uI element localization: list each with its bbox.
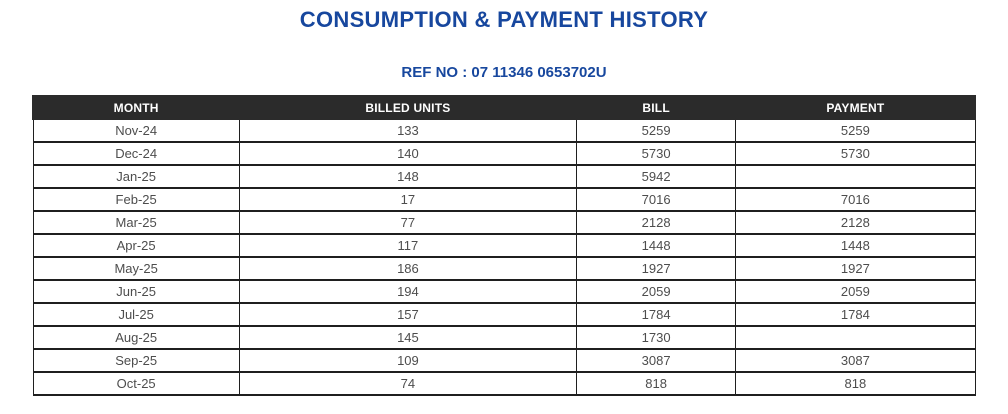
cell-payment: 2059	[735, 279, 976, 304]
cell-billed-units: 186	[238, 256, 578, 281]
cell-billed-units: 77	[238, 210, 578, 235]
table-row: Nov-24 133 5259 5259	[32, 118, 976, 143]
cell-billed-units: 148	[238, 164, 578, 189]
consumption-payment-table: MONTH BILLED UNITS BILL PAYMENT Nov-24 13…	[31, 95, 977, 396]
cell-payment	[735, 164, 976, 189]
cell-payment	[735, 325, 976, 350]
cell-bill: 1784	[576, 302, 737, 327]
cell-billed-units: 140	[238, 141, 578, 166]
cell-bill: 3087	[576, 348, 737, 373]
table-body: Nov-24 133 5259 5259 Dec-24 140 5730 5730 Jan-25…	[32, 118, 976, 396]
cell-billed-units: 157	[238, 302, 578, 327]
table-row: Jul-25 157 1784 1784	[32, 302, 976, 327]
cell-payment: 2128	[735, 210, 976, 235]
table-row: Jun-25 194 2059 2059	[32, 279, 976, 304]
cell-billed-units: 194	[238, 279, 578, 304]
cell-billed-units: 17	[238, 187, 578, 212]
cell-billed-units: 145	[238, 325, 578, 350]
table-row: Sep-25 109 3087 3087	[32, 348, 976, 373]
cell-month: Apr-25	[32, 233, 240, 258]
cell-billed-units: 109	[238, 348, 578, 373]
column-header-bill: BILL	[575, 95, 737, 120]
table-row: Oct-25 74 818 818	[32, 371, 976, 396]
table-row: Feb-25 17 7016 7016	[32, 187, 976, 212]
cell-bill: 1730	[576, 325, 737, 350]
cell-bill: 5259	[576, 118, 737, 143]
column-header-month: MONTH	[31, 95, 241, 120]
table-header-row: MONTH BILLED UNITS BILL PAYMENT	[31, 95, 977, 120]
table-row: Mar-25 77 2128 2128	[32, 210, 976, 235]
cell-month: May-25	[32, 256, 240, 281]
cell-month: Oct-25	[32, 371, 240, 396]
cell-bill: 7016	[576, 187, 737, 212]
cell-bill: 5942	[576, 164, 737, 189]
cell-payment: 3087	[735, 348, 976, 373]
cell-billed-units: 117	[238, 233, 578, 258]
cell-bill: 1927	[576, 256, 737, 281]
cell-billed-units: 133	[238, 118, 578, 143]
table-row: Apr-25 117 1448 1448	[32, 233, 976, 258]
column-header-payment: PAYMENT	[734, 95, 977, 120]
cell-month: Jun-25	[32, 279, 240, 304]
table-row: Aug-25 145 1730	[32, 325, 976, 350]
cell-month: Mar-25	[32, 210, 240, 235]
reference-number: REF NO : 07 11346 0653702U	[401, 64, 607, 81]
cell-month: Jul-25	[32, 302, 240, 327]
table-row: Dec-24 140 5730 5730	[32, 141, 976, 166]
cell-month: Jan-25	[32, 164, 240, 189]
cell-payment: 1448	[735, 233, 976, 258]
cell-bill: 2059	[576, 279, 737, 304]
cell-payment: 1784	[735, 302, 976, 327]
cell-month: Dec-24	[32, 141, 240, 166]
cell-payment: 1927	[735, 256, 976, 281]
cell-bill: 1448	[576, 233, 737, 258]
cell-month: Nov-24	[32, 118, 240, 143]
cell-payment: 5259	[735, 118, 976, 143]
page-title: CONSUMPTION & PAYMENT HISTORY	[299, 7, 709, 32]
cell-payment: 5730	[735, 141, 976, 166]
cell-payment: 7016	[735, 187, 976, 212]
table-row: Jan-25 148 5942	[32, 164, 976, 189]
table-row: May-25 186 1927 1927	[32, 256, 976, 281]
cell-month: Sep-25	[32, 348, 240, 373]
cell-bill: 5730	[576, 141, 737, 166]
cell-payment: 818	[735, 371, 976, 396]
cell-billed-units: 74	[238, 371, 578, 396]
cell-month: Feb-25	[32, 187, 240, 212]
column-header-billed-units: BILLED UNITS	[238, 95, 578, 120]
table-header: MONTH BILLED UNITS BILL PAYMENT	[31, 95, 977, 120]
cell-bill: 2128	[576, 210, 737, 235]
cell-bill: 818	[576, 371, 737, 396]
cell-month: Aug-25	[32, 325, 240, 350]
